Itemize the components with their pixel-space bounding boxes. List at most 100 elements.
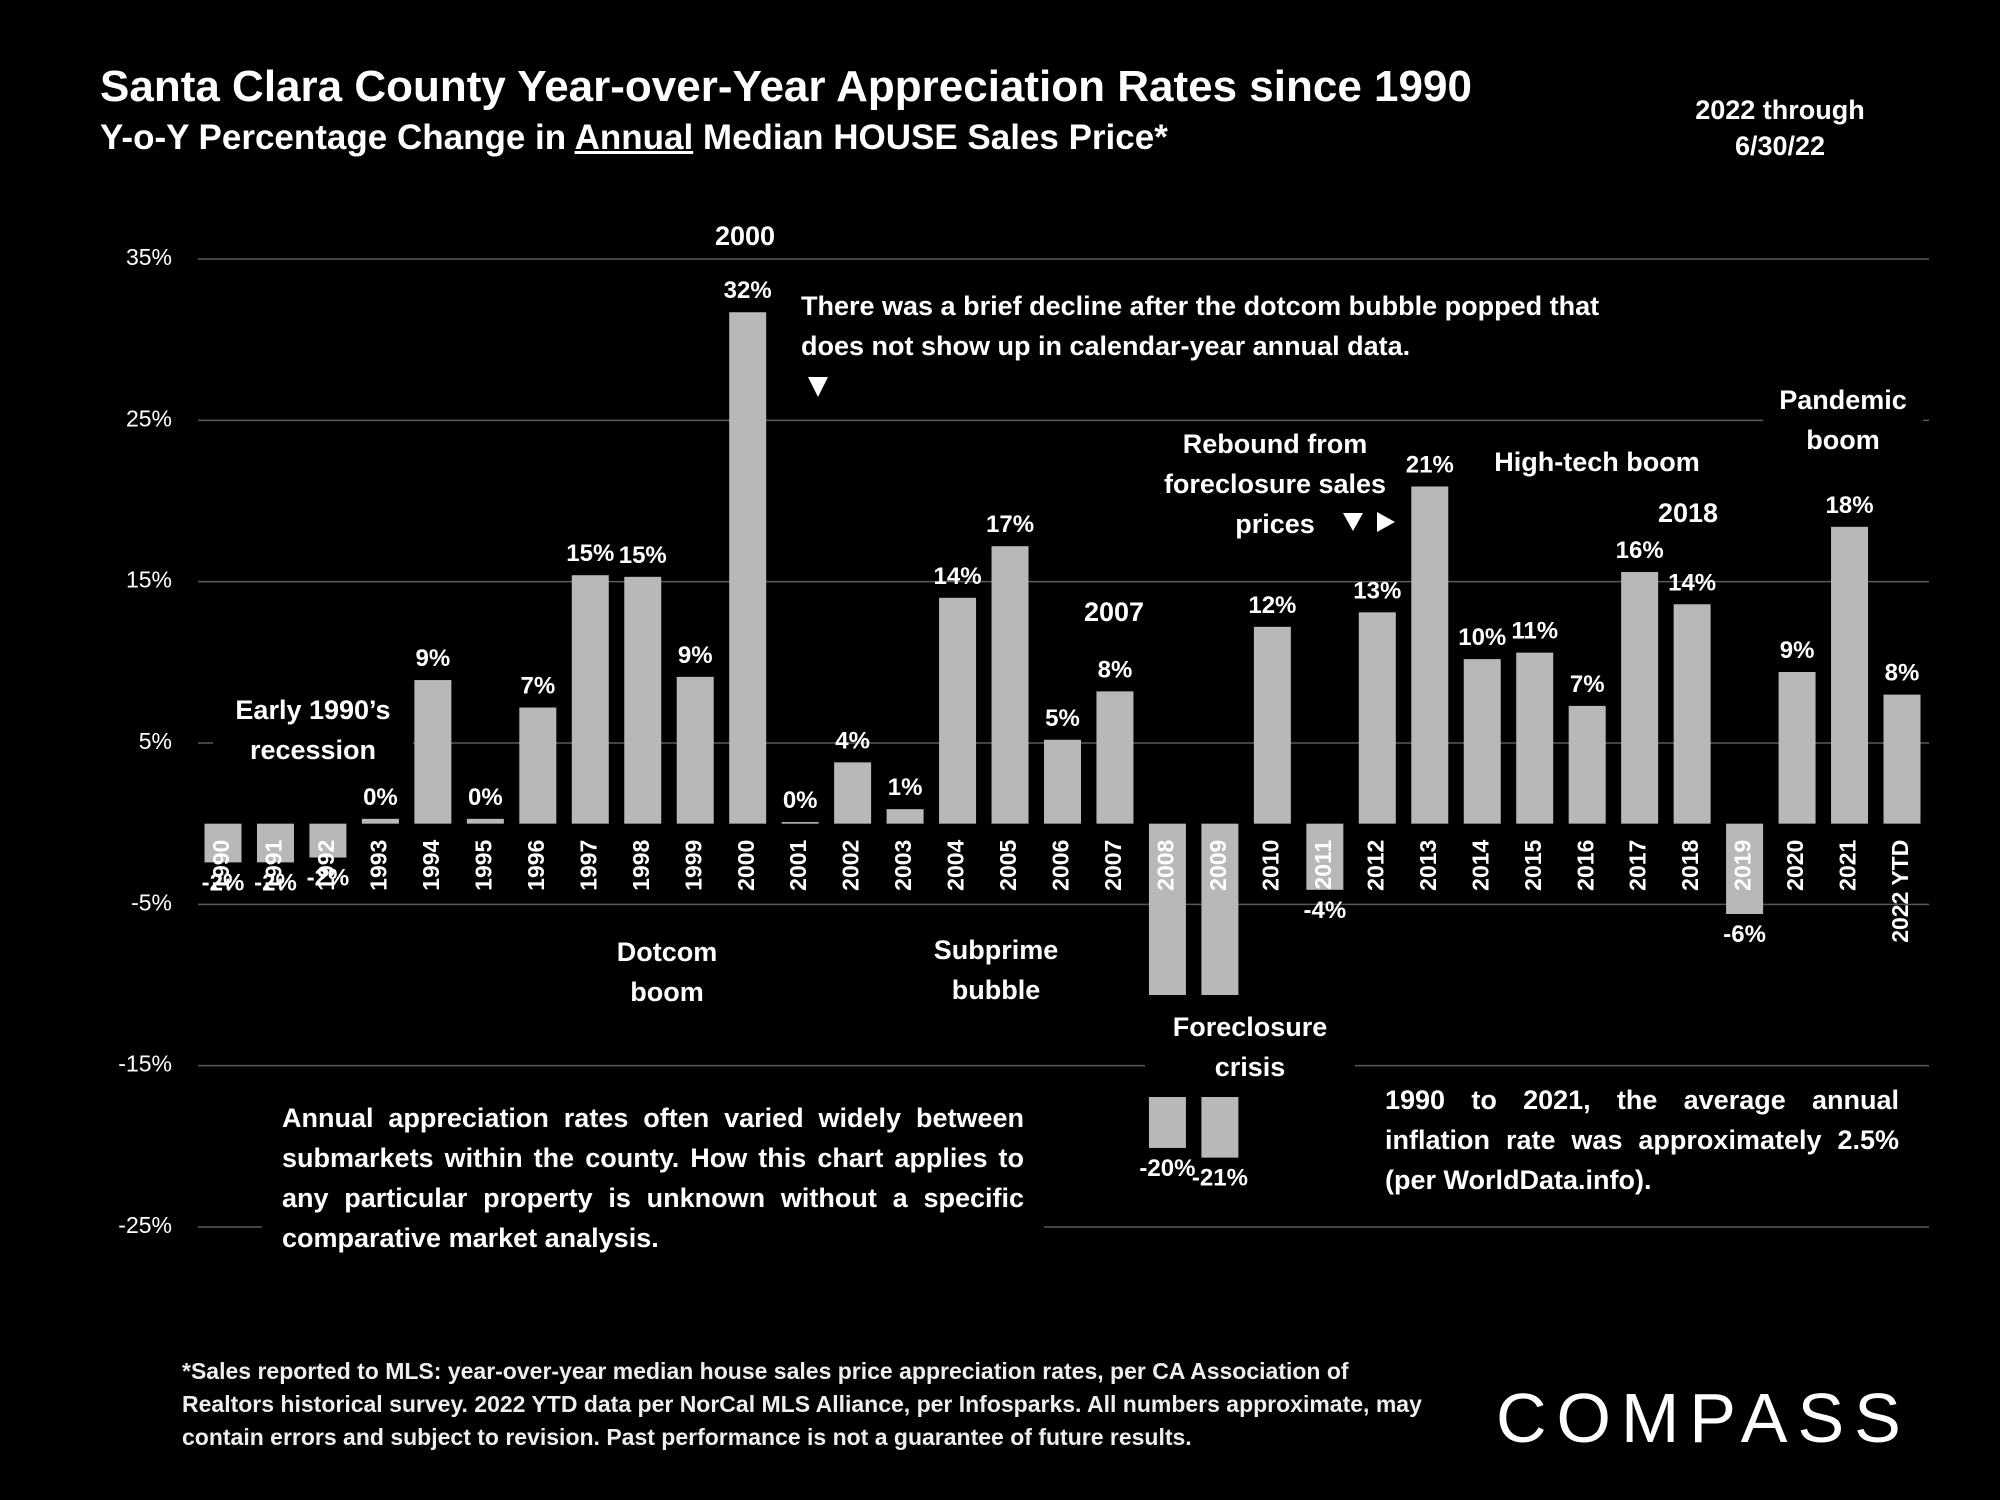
x-tick-label: 2008 — [1153, 839, 1179, 890]
value-label: 12% — [1248, 592, 1296, 619]
value-label: 4% — [835, 727, 870, 754]
x-tick-label: 2019 — [1730, 840, 1756, 891]
x-tick-label: 2001 — [785, 839, 811, 890]
bar — [781, 822, 819, 824]
bar — [939, 597, 977, 824]
x-tick-label: 2003 — [890, 840, 916, 891]
value-label: 18% — [1826, 492, 1874, 519]
x-tick-label: 2010 — [1257, 840, 1283, 891]
x-tick-label: 2007 — [1100, 840, 1126, 891]
y-tick-label: -25% — [118, 1212, 172, 1238]
bar — [1306, 823, 1344, 890]
bar — [519, 707, 557, 824]
bar — [834, 762, 872, 824]
value-label: 13% — [1353, 577, 1401, 604]
bars — [204, 312, 1921, 1158]
value-label: 14% — [1668, 569, 1716, 596]
value-label: 9% — [416, 645, 451, 672]
value-label: 14% — [934, 563, 982, 590]
value-label: 5% — [1045, 705, 1080, 732]
value-label: -2% — [202, 869, 245, 896]
annotation: 2007 — [1064, 592, 1164, 632]
value-label: 15% — [566, 540, 614, 567]
y-tick-label: 15% — [126, 567, 172, 593]
bar — [1726, 823, 1764, 915]
value-label: -20% — [1139, 1155, 1195, 1182]
bar — [624, 576, 662, 824]
annotation: Subprime bubble — [916, 930, 1076, 1010]
annotation: 1990 to 2021, the average annual inflati… — [1372, 1080, 1912, 1200]
annotation: Early 1990’s recession — [213, 690, 413, 770]
value-label: 0% — [468, 784, 503, 811]
x-tick-label: 2021 — [1835, 839, 1861, 890]
x-tick-label: 2012 — [1362, 840, 1388, 891]
bar — [1411, 486, 1449, 824]
annotation: Pandemic boom — [1763, 380, 1923, 460]
value-label: 9% — [678, 642, 713, 669]
y-tick-label: 5% — [139, 728, 172, 754]
annotation: There was a brief decline after the dotc… — [801, 286, 1641, 366]
bar — [1044, 739, 1081, 824]
x-tick-label: 2014 — [1467, 839, 1493, 890]
x-tick-label: 2013 — [1415, 840, 1441, 891]
annotation: 2018 — [1638, 493, 1738, 533]
subtitle-part: Y-o-Y Percentage Change in — [100, 118, 575, 157]
bar — [676, 676, 714, 824]
x-tick-label: 1990 — [208, 840, 234, 891]
y-tick-label: -5% — [131, 889, 172, 915]
value-label: -4% — [1304, 897, 1347, 924]
bar — [1568, 705, 1606, 824]
value-label: 15% — [619, 542, 667, 569]
bar — [204, 823, 242, 863]
y-tick-label: -15% — [118, 1051, 172, 1077]
grid — [198, 258, 1929, 1228]
x-tick-label: 2004 — [943, 839, 969, 890]
annotation: High-tech boom — [1467, 442, 1727, 482]
value-label: 0% — [363, 784, 398, 811]
annotation: 2000 — [695, 216, 795, 256]
labels: -25%-15%-5%5%15%25%35%1990-2% 1991-2% 1992… — [118, 244, 1919, 1238]
chart-title: Santa Clara County Year-over-Year Apprec… — [100, 62, 1472, 111]
bar — [1778, 672, 1816, 824]
bar — [1516, 652, 1554, 824]
value-label: 9% — [1780, 637, 1815, 664]
x-tick-label: 2006 — [1048, 840, 1074, 891]
bar — [256, 823, 294, 863]
bar — [466, 818, 504, 824]
x-tick-label: 2020 — [1782, 840, 1808, 891]
subtitle-part: Median HOUSE Sales Price* — [693, 118, 1168, 157]
x-tick-label: 1994 — [418, 839, 444, 890]
value-label: -2% — [254, 869, 297, 896]
x-tick-label: 1997 — [575, 840, 601, 891]
x-tick-label: 2015 — [1520, 839, 1546, 890]
value-label: 16% — [1616, 537, 1664, 564]
x-tick-label: 1996 — [523, 840, 549, 891]
logo: COMPASS — [1496, 1379, 1911, 1457]
bar — [729, 312, 767, 824]
chart-subtitle: Y-o-Y Percentage Change in Annual Median… — [100, 118, 1168, 158]
x-tick-label: 2017 — [1625, 840, 1651, 891]
value-label: -2% — [307, 865, 350, 892]
annotation: Foreclosure crisis — [1145, 995, 1355, 1097]
bar — [309, 823, 347, 858]
value-label: 11% — [1511, 618, 1558, 645]
bar — [1201, 823, 1239, 1158]
value-label: 7% — [1570, 671, 1605, 698]
x-tick-label: 1991 — [261, 839, 287, 890]
x-tick-label: 2000 — [733, 840, 759, 891]
bar — [414, 680, 452, 824]
value-label: 32% — [724, 277, 772, 304]
value-label: 21% — [1406, 451, 1454, 478]
value-label: -21% — [1192, 1165, 1248, 1192]
value-label: 1% — [888, 774, 923, 801]
x-tick-label: 1993 — [365, 840, 391, 891]
x-tick-label: 1999 — [680, 840, 706, 891]
bar — [1883, 694, 1921, 824]
annotation: Rebound from foreclosure sales prices — [1160, 424, 1390, 544]
value-label: 10% — [1458, 624, 1506, 651]
value-label: 8% — [1098, 656, 1133, 683]
x-tick-label: 1995 — [470, 839, 496, 890]
x-tick-label: 1998 — [628, 839, 654, 890]
annotation: Annual appreciation rates often varied w… — [262, 1090, 1044, 1265]
